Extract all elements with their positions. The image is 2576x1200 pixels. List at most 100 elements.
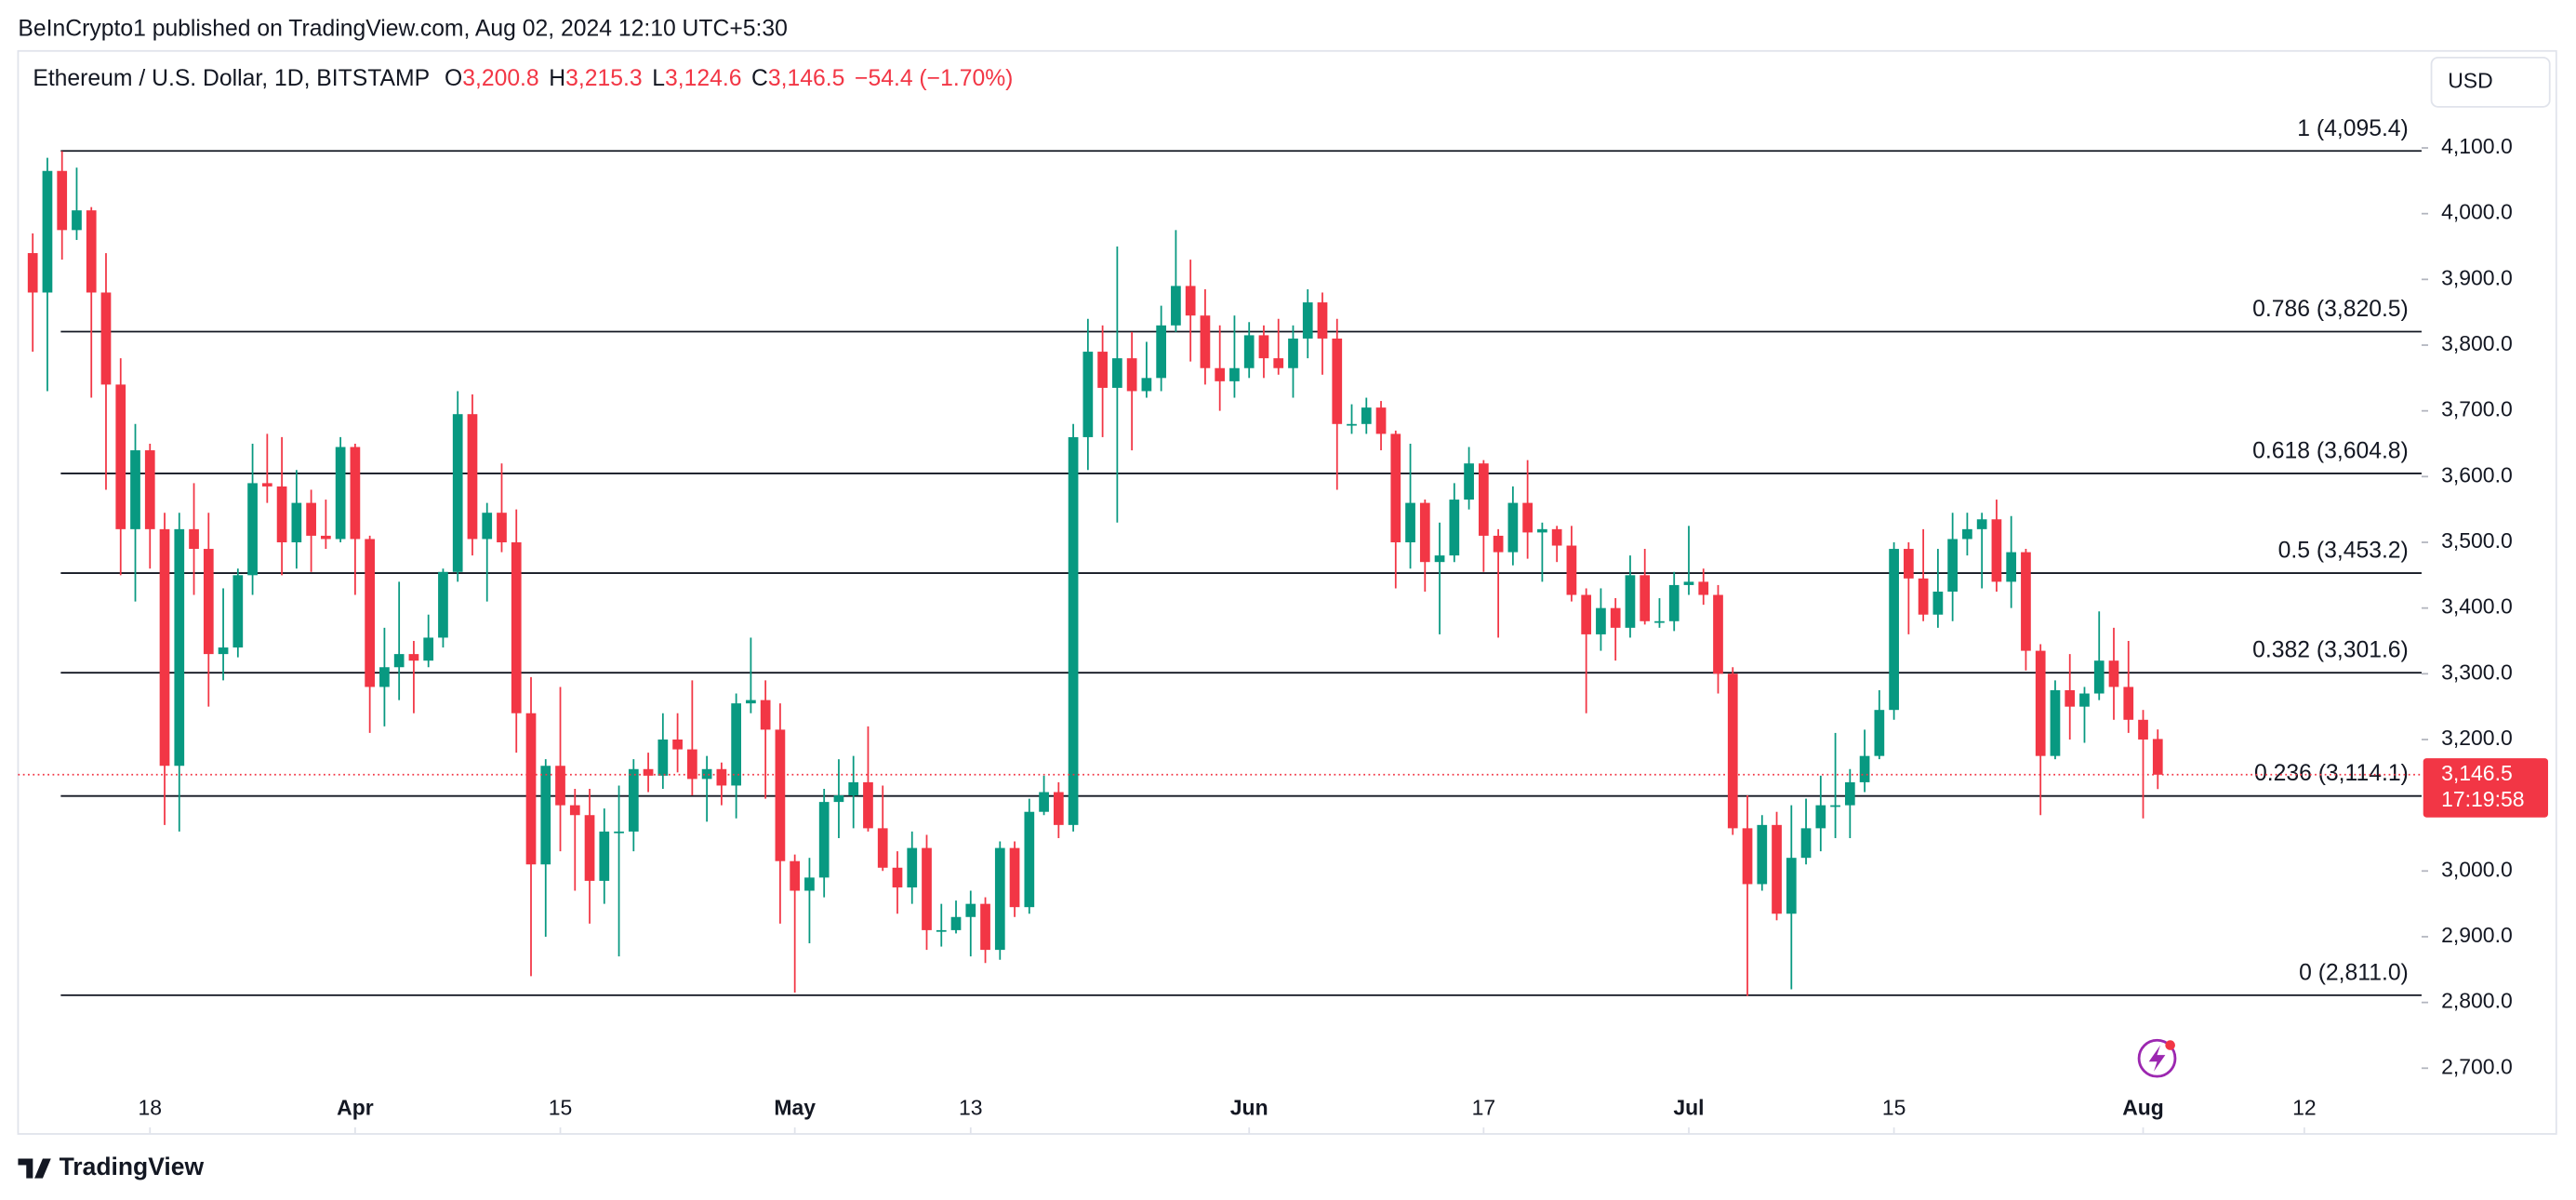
- y-tick-label: 3,400.0: [2441, 594, 2513, 619]
- candle-body: [1830, 805, 1840, 807]
- x-tick-label: Apr: [337, 1096, 374, 1120]
- candle-body: [1904, 549, 1914, 579]
- candle-body: [1317, 302, 1328, 339]
- candle-body: [27, 253, 38, 293]
- y-tick-label: 3,600.0: [2441, 462, 2513, 487]
- ohlc-value: 3,200.8: [462, 65, 538, 90]
- candle-body: [833, 795, 844, 803]
- y-tick-label: 3,500.0: [2441, 528, 2513, 553]
- candle-body: [86, 210, 97, 293]
- published-note: BeInCrypto1 published on TradingView.com…: [18, 16, 788, 41]
- candle-body: [1361, 407, 1372, 424]
- currency-button[interactable]: [2430, 56, 2551, 108]
- candle-body: [1464, 463, 1474, 500]
- candle-body: [1126, 358, 1137, 392]
- candle-body: [1507, 502, 1519, 553]
- candle-body: [218, 647, 229, 655]
- candle-body: [614, 831, 624, 833]
- ohlc-key: L: [652, 65, 665, 90]
- candle-body: [2093, 660, 2105, 694]
- fib-level-label: 0.382 (3,301.6): [2252, 638, 2409, 663]
- candle-body: [261, 483, 272, 487]
- last-price-box: [2423, 758, 2548, 818]
- candle-body: [1962, 528, 1972, 540]
- candle-body: [159, 528, 170, 767]
- candle-body: [42, 170, 53, 293]
- candle-body: [1800, 828, 1812, 859]
- candle-body: [1786, 858, 1797, 914]
- candle-body: [306, 502, 316, 536]
- icon-dot: [2165, 1040, 2175, 1050]
- candle-body: [203, 549, 214, 655]
- candle-body: [482, 513, 493, 540]
- candle-body: [1493, 535, 1504, 553]
- candle-body: [1698, 581, 1709, 595]
- candle-body: [540, 766, 551, 865]
- candle-body: [467, 414, 478, 540]
- candle-body: [1258, 335, 1269, 359]
- candle-body: [848, 781, 859, 796]
- y-tick-label: 4,000.0: [2441, 200, 2513, 224]
- candle-body: [365, 539, 376, 687]
- candle-body: [452, 414, 463, 572]
- candle-body: [569, 805, 580, 816]
- y-tick-label: 3,900.0: [2441, 265, 2513, 289]
- candle-body: [686, 749, 697, 780]
- candle-body: [1640, 575, 1651, 621]
- brand-name: TradingView: [60, 1153, 205, 1180]
- brand-logo: [18, 1158, 51, 1179]
- candle-body: [1815, 805, 1826, 829]
- icon-ring: [2137, 1038, 2177, 1078]
- fib-level-label: 0.618 (3,604.8): [2252, 439, 2409, 464]
- candle-body: [1713, 594, 1723, 674]
- candle-body: [1757, 824, 1768, 885]
- candle-body: [115, 384, 126, 529]
- candle-body: [57, 170, 68, 231]
- candle-body: [760, 700, 771, 730]
- candle-body: [994, 847, 1005, 951]
- candle-body: [950, 916, 962, 930]
- candle-body: [408, 654, 419, 661]
- x-tick-label: Jun: [1230, 1096, 1268, 1120]
- candle-body: [818, 802, 830, 878]
- candle-body: [1229, 367, 1240, 381]
- candle-body: [393, 654, 405, 668]
- candle-body: [1141, 378, 1152, 392]
- candle-body: [746, 700, 756, 704]
- candle-body: [2123, 687, 2134, 720]
- ohlc-key: O: [445, 65, 462, 90]
- candle-body: [1200, 315, 1211, 368]
- y-tick-label: 3,700.0: [2441, 397, 2513, 421]
- candle-body: [130, 450, 140, 529]
- candle-body: [1566, 545, 1577, 595]
- x-tick-label: Aug: [2122, 1096, 2164, 1120]
- lightning-icon[interactable]: [2137, 1038, 2177, 1078]
- candle-body: [1844, 781, 1855, 806]
- legend: Ethereum / U.S. Dollar, 1D, BITSTAMP O3,2…: [33, 65, 1013, 90]
- candle-body: [291, 502, 302, 542]
- candle-body: [2006, 552, 2017, 582]
- candle-body: [1024, 811, 1035, 908]
- last-price-label: 3,146.5: [2441, 761, 2513, 785]
- candle-body: [2079, 693, 2090, 707]
- candle-body: [584, 815, 595, 881]
- ohlc-value: 3,146.5: [768, 65, 844, 90]
- chart-frame: [17, 49, 2557, 1135]
- candle-body: [511, 541, 522, 713]
- y-tick-label: 3,200.0: [2441, 726, 2513, 750]
- candle-body: [701, 768, 712, 780]
- icon-bolt: [2148, 1045, 2166, 1072]
- candle-body: [1668, 584, 1680, 621]
- y-tick-label: 3,000.0: [2441, 857, 2513, 881]
- candle-body: [335, 447, 346, 540]
- candle-body: [321, 535, 331, 540]
- candle-body: [497, 513, 507, 542]
- candle-body: [144, 450, 155, 529]
- candle-body: [1112, 358, 1122, 388]
- candle-body: [1522, 502, 1533, 533]
- candle-body: [1156, 325, 1167, 379]
- candle-body: [1859, 755, 1870, 782]
- candle-body: [892, 867, 903, 887]
- brand: TradingView: [18, 1153, 205, 1180]
